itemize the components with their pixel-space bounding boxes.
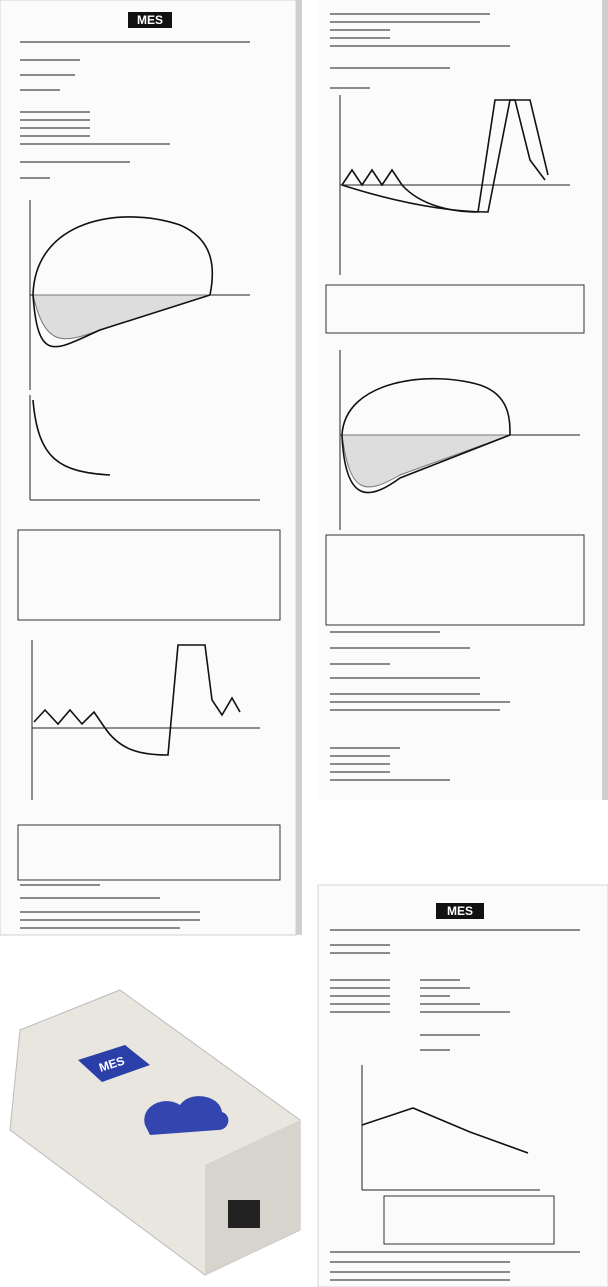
- report-page-right: [318, 0, 608, 800]
- port: [228, 1200, 260, 1228]
- logo: MES: [137, 13, 163, 27]
- device-photo: MES: [10, 990, 300, 1275]
- page-shadow: [296, 0, 302, 935]
- collage: MES MES: [0, 0, 608, 1287]
- page-shadow: [602, 0, 608, 800]
- report-page-left: [0, 0, 296, 935]
- logo: MES: [447, 904, 473, 918]
